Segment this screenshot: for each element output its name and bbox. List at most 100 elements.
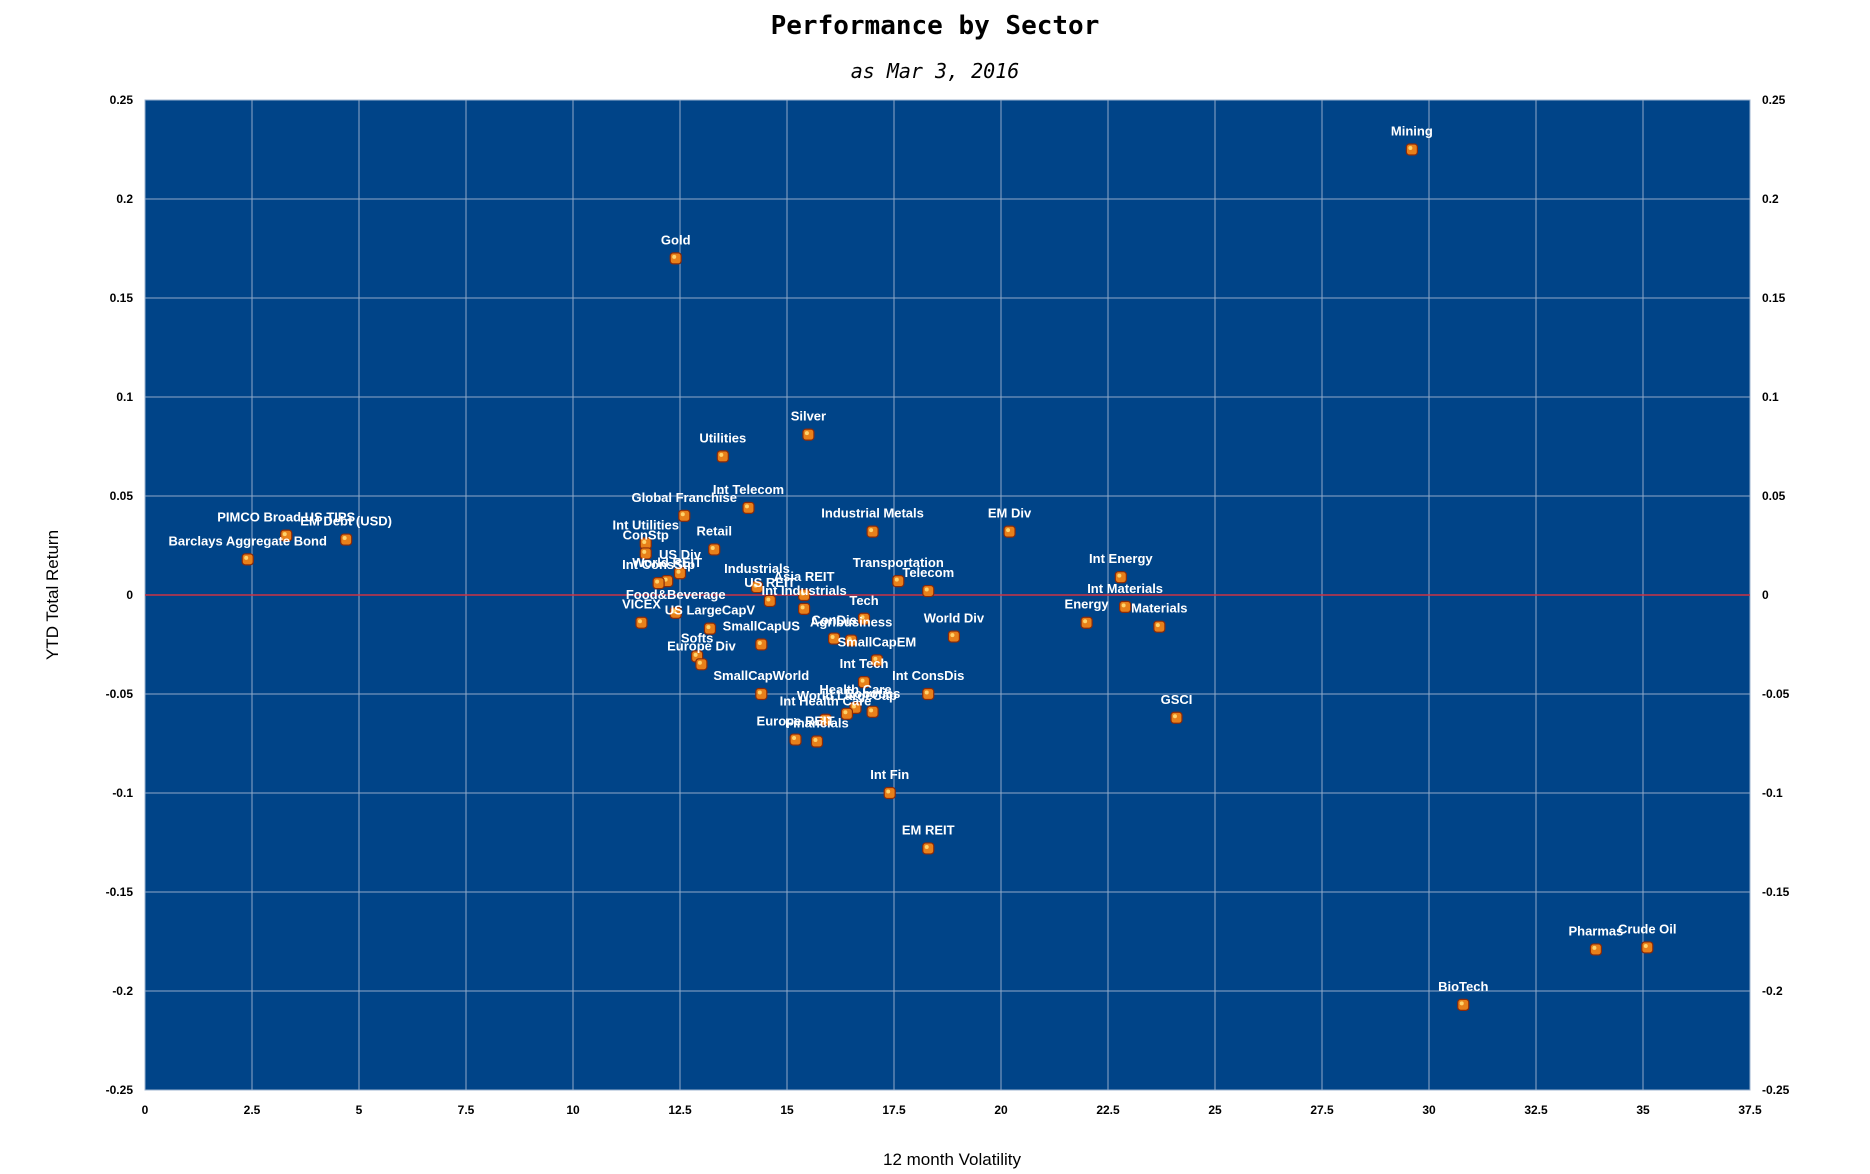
y-tick-label-left-2: 0.15 [110,291,134,305]
data-point-45: Financials [785,716,849,748]
point-label: EM Div [988,506,1032,521]
point-marker [708,543,721,556]
point-marker-highlight [1121,603,1126,608]
x-tick-label-13: 32.5 [1524,1103,1548,1117]
point-label: Int Energy [1089,551,1153,566]
point-marker [1641,941,1654,954]
data-point-28: Agribusiness [810,615,892,647]
point-marker [1457,998,1470,1011]
data-point-22: Int Industrials [762,583,847,615]
point-marker [241,553,254,566]
point-marker-highlight [800,591,805,596]
point-marker-highlight [924,587,929,592]
point-label: Industrial Metals [821,506,924,521]
point-marker-highlight [672,609,677,614]
point-marker [1170,711,1183,724]
point-label: Pharmas [1568,923,1623,938]
data-point-52: BioTech [1438,979,1488,1011]
data-point-31: Int Energy [1089,551,1153,584]
chart-title: Performance by Sector [771,11,1100,41]
data-point-48: Int Fin [870,767,909,800]
point-marker-highlight [843,710,848,715]
x-tick-label-11: 27.5 [1310,1103,1334,1117]
data-point-2: Silver [791,409,826,441]
point-label: Health Care [819,682,891,697]
y-axis-ticks-left: 0.25 0.2 0.15 0.1 0.05 0 -0.05 -0.1 -0.15 -0.2 -0.… [106,93,134,1097]
point-marker-highlight [1408,146,1413,150]
point-marker-highlight [792,736,797,741]
point-label: World REIT [632,555,702,570]
point-label: Materials [1131,601,1187,616]
point-label: Agribusiness [810,615,892,630]
point-label: Int Health Care [780,694,872,709]
data-point-33: Materials [1131,601,1188,633]
data-point-9: Barclays Aggregate Bond [168,533,327,566]
point-marker [678,509,691,522]
point-label: Softs [681,630,714,645]
point-label: PIMCO Broad US TIPS [217,510,355,525]
data-point-43: World LargeCap [797,688,897,720]
point-label: Asia REIT [774,569,835,584]
point-marker-highlight [822,716,827,721]
point-label: SmallCapUS [723,619,801,634]
point-marker-highlight [860,678,865,683]
point-marker-highlight [1083,619,1088,624]
data-point-51: Pharmas [1568,923,1623,956]
data-point-10: ConStp [623,527,669,560]
y-axis-ticks-right: 0.25 0.2 0.15 0.1 0.05 0 -0.05 -0.1 -0.15 -0.2 -0.… [1762,93,1790,1097]
point-marker-highlight [830,635,835,640]
point-label: GSCI [1161,692,1193,707]
point-marker [742,501,755,514]
point-label: Silver [791,409,826,424]
y-tick-label-right-5: 0 [1762,588,1769,602]
point-label: Gold [661,232,691,247]
y-axis-label: YTD Total Return [43,530,62,660]
x-axis-ticks: 0 2.5 5 7.5 10 12.5 15 17.5 20 22.5 25 27.5 30 32.5 35… [142,1103,1762,1117]
y-tick-label-left-7: -0.1 [112,786,133,800]
point-label: Int Industrials [762,583,847,598]
point-marker [1119,600,1132,613]
data-point-6: Int Utilities [613,518,679,550]
data-point-16: Industrial Metals [821,506,924,538]
point-marker-highlight [710,545,715,550]
point-label: Int ConsStp [622,557,695,572]
point-marker-highlight [672,254,677,259]
point-marker-highlight [282,532,287,537]
point-marker [789,733,802,746]
point-label: US LargeCapV [665,603,756,618]
point-label: Int Fin [870,767,909,782]
point-label: EM Debt (USD) [300,514,392,529]
point-marker-highlight [1172,714,1177,719]
point-label: Robotics [845,686,901,701]
data-point-3: Utilities [699,430,746,463]
point-marker [1589,943,1603,956]
point-marker-highlight [924,690,929,695]
x-tick-label-2: 5 [356,1103,363,1117]
point-label: Tech [849,593,878,608]
data-point-47: GSCI [1161,692,1193,724]
data-point-27: ConDis [811,613,857,645]
point-label: Industrials [724,561,790,576]
y-tick-label-left-8: -0.15 [106,885,134,899]
point-marker [755,687,768,701]
point-label: Int Materials [1087,581,1163,596]
data-point-30: Energy [1065,597,1109,629]
point-marker-highlight [1459,1001,1464,1006]
x-tick-label-3: 7.5 [458,1103,475,1117]
data-point-24: VICEX [622,597,661,629]
point-marker [669,252,682,265]
data-point-40: Int ConsDis [892,668,964,701]
point-marker-highlight [642,540,647,545]
data-point-19: Telecom [902,565,954,598]
point-label: Mining [1391,124,1433,139]
point-marker [798,602,811,615]
x-tick-label-10: 25 [1208,1103,1222,1117]
point-marker-highlight [753,583,758,588]
y-tick-label-right-10: -0.25 [1762,1083,1790,1097]
data-point-38: SmallCapWorld [713,668,809,701]
point-marker-highlight [800,605,805,610]
data-point-29: World Div [924,611,985,643]
point-label: ConStp [623,527,669,542]
x-tick-label-5: 12.5 [668,1103,692,1117]
point-label: Telecom [902,565,954,580]
